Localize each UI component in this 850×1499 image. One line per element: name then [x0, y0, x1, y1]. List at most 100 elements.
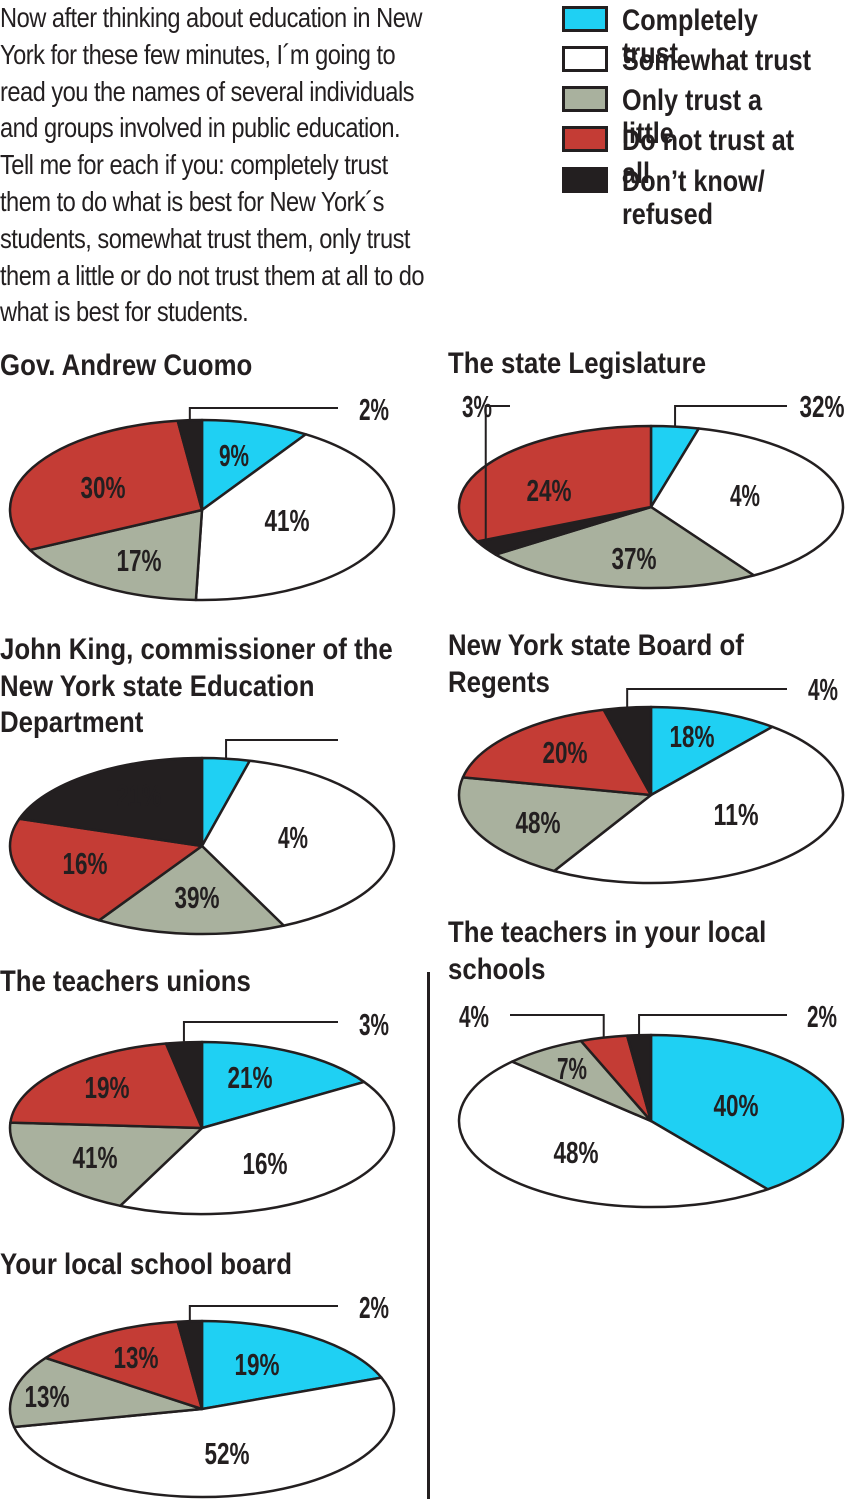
pie-slice-cuomo-somewhat-trust [194, 433, 396, 602]
pie-slice-legislature-do-not-trust-at-all [457, 424, 653, 543]
data-label-cuomo-completely-trust: 9% [219, 438, 249, 473]
data-label-legislature-dont-know-refused: 3% [462, 389, 492, 424]
legend-label-completely-trust: Completely trust [622, 4, 758, 70]
leader-line-king-completely-trust [225, 739, 338, 758]
pie-title-cuomo: Gov. Andrew Cuomo [0, 349, 253, 382]
legend-item-dont-know-refused: Don’t know/ refused [562, 165, 850, 231]
legend-swatch-dont-know-refused [562, 167, 608, 193]
data-label-cuomo-somewhat-trust: 41% [265, 503, 310, 538]
pie-slice-school-board-do-not-trust-at-all [44, 1320, 204, 1411]
pie-slice-cuomo-do-not-trust-at-all [8, 419, 204, 552]
data-label-local-teachers-completely-trust: 40% [714, 1088, 759, 1123]
legend-swatch-only-trust-a-little [562, 86, 608, 112]
data-label-local-teachers-do-not-trust-at-all: 4% [459, 999, 489, 1034]
pie-slice-local-teachers-completely-trust [649, 1033, 845, 1191]
legend-swatch-completely-trust [562, 6, 608, 32]
data-label-school-board-only-trust-a-little: 13% [25, 1379, 70, 1414]
data-label-unions-somewhat-trust: 41% [73, 1140, 118, 1175]
leader-line-regents-dont-know-refused [626, 688, 787, 707]
legend-label-do-not-trust-at-all: Do not trust at all [622, 124, 795, 190]
pie-slice-king-only-trust-a-little [97, 844, 285, 936]
legend-item-somewhat-trust: Somewhat trust [562, 44, 850, 77]
data-label-king-only-trust-a-little: 16% [63, 846, 108, 881]
pie-legislature: 4% 37% 24% 32% 3% [457, 389, 845, 590]
pie-slice-unions-dont-know-refused [164, 1040, 204, 1130]
pie-slice-legislature-only-trust-a-little [494, 505, 756, 590]
data-label-unions-completely-trust: 16% [243, 1146, 288, 1181]
leader-line-legislature-dont-know-refused [484, 405, 510, 548]
data-label-king-do-not-trust-at-all: 21% [117, 778, 162, 813]
data-label-king-dont-know-refused: 20% [352, 725, 397, 760]
pie-slice-local-teachers-dont-know-refused [625, 1033, 653, 1123]
data-label-unions-dont-know-refused: 3% [359, 1007, 389, 1042]
data-label-school-board-somewhat-trust: 52% [205, 1436, 250, 1471]
data-label-legislature-completely-trust: 4% [730, 478, 760, 513]
pie-slice-unions-somewhat-trust [119, 1080, 396, 1216]
pie-slice-regents-only-trust-a-little [457, 776, 653, 873]
data-label-cuomo-do-not-trust-at-all: 30% [81, 470, 126, 505]
pie-unions: 16% 41% 19% 21% 3% [8, 1007, 396, 1216]
data-label-legislature-only-trust-a-little: 24% [527, 473, 572, 508]
legend-item-only-trust-a-little: Only trust a little [562, 84, 850, 150]
pie-slice-school-board-completely-trust [200, 1319, 383, 1411]
pie-slice-unions-only-trust-a-little [8, 1121, 204, 1208]
legend-item-completely-trust: Completely trust [562, 4, 850, 70]
pie-slice-local-teachers-somewhat-trust [457, 1060, 769, 1209]
pie-local-teachers: 40% 48% 7% 4% 2% [457, 999, 845, 1209]
data-label-legislature-do-not-trust-at-all: 32% [800, 389, 845, 424]
data-label-local-teachers-dont-know-refused: 2% [807, 999, 837, 1034]
leader-line-legislature-completely-trust [674, 405, 787, 426]
leader-line-unions-dont-know-refused [182, 1021, 338, 1042]
leader-line-local-teachers-dont-know-refused [638, 1014, 787, 1035]
leader-line-school-board-dont-know-refused [188, 1305, 338, 1321]
data-label-regents-do-not-trust-at-all: 18% [670, 719, 715, 754]
pie-title-legislature: The state Legislature [448, 347, 707, 380]
pie-slice-regents-completely-trust [649, 705, 774, 797]
leader-line-local-teachers-do-not-trust-at-all [510, 1014, 605, 1037]
data-label-school-board-do-not-trust-at-all: 13% [114, 1340, 159, 1375]
data-label-local-teachers-only-trust-a-little: 7% [557, 1051, 587, 1086]
legend-label-only-trust-a-little: Only trust a little [622, 84, 763, 150]
data-label-regents-only-trust-a-little: 20% [543, 735, 588, 770]
legend-swatch-somewhat-trust [562, 46, 608, 72]
pie-slice-cuomo-completely-trust [200, 418, 308, 512]
data-label-king-somewhat-trust: 39% [175, 880, 220, 915]
pie-title-regents: New York state Board of Regents [448, 629, 744, 699]
pie-slice-cuomo-dont-know-refused [176, 418, 204, 512]
pie-slice-king-somewhat-trust [200, 759, 396, 927]
pie-slice-regents-dont-know-refused [602, 705, 653, 797]
data-label-regents-completely-trust: 11% [714, 797, 759, 832]
column-divider [427, 972, 430, 1499]
pie-regents: 11% 48% 20% 18% 4% [457, 672, 845, 885]
pie-slice-school-board-somewhat-trust [12, 1376, 396, 1499]
legend-item-do-not-trust-at-all: Do not trust at all [562, 124, 850, 190]
pie-school-board: 19% 52% 13% 13% 2% [8, 1290, 396, 1499]
data-label-regents-somewhat-trust: 48% [516, 805, 561, 840]
pie-cuomo: 9% 41% 17% 30% 2% [8, 392, 396, 602]
pie-slice-cuomo-only-trust-a-little [28, 508, 204, 602]
pie-slice-school-board-dont-know-refused [176, 1319, 204, 1411]
data-label-cuomo-dont-know-refused: 2% [359, 392, 389, 427]
data-label-cuomo-only-trust-a-little: 17% [117, 543, 162, 578]
pie-slice-king-dont-know-refused [18, 756, 204, 848]
leader-line-cuomo-dont-know-refused [188, 407, 338, 420]
data-label-school-board-dont-know-refused: 2% [359, 1290, 389, 1325]
pie-title-school-board: Your local school board [0, 1248, 292, 1281]
pie-slice-regents-do-not-trust-at-all [461, 708, 653, 797]
data-label-king-completely-trust: 4% [278, 820, 308, 855]
pie-title-unions: The teachers unions [0, 965, 251, 998]
pie-title-king: John King, commissioner of the New York … [0, 633, 393, 739]
data-label-school-board-completely-trust: 19% [235, 1347, 280, 1382]
data-label-regents-dont-know-refused: 4% [808, 672, 838, 707]
pie-king: 4% 39% 16% 21% 20% [8, 725, 397, 936]
pie-title-local-teachers: The teachers in your local schools [448, 916, 767, 986]
data-label-local-teachers-somewhat-trust: 48% [554, 1135, 599, 1170]
data-label-unions-only-trust-a-little: 19% [85, 1070, 130, 1105]
pie-slice-unions-completely-trust [200, 1040, 366, 1130]
pie-slice-unions-do-not-trust-at-all [9, 1042, 204, 1130]
legend-label-dont-know-refused: Don’t know/ refused [622, 165, 765, 231]
survey-question: Now after thinking about education in Ne… [0, 2, 425, 328]
data-label-legislature-somewhat-trust: 37% [612, 541, 657, 576]
pie-slice-king-do-not-trust-at-all [8, 817, 204, 922]
